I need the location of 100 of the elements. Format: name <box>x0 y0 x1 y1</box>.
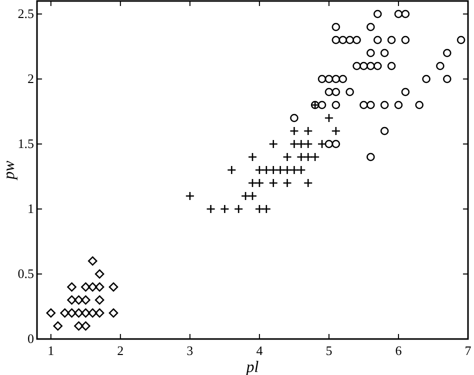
point <box>94 282 104 292</box>
y-tick-label: 0.5 <box>18 266 34 281</box>
point <box>185 191 195 201</box>
point <box>226 165 236 175</box>
point <box>346 88 354 96</box>
point <box>46 308 56 318</box>
point <box>282 152 292 162</box>
point <box>88 308 98 318</box>
point <box>282 178 292 188</box>
point <box>332 36 340 44</box>
point <box>332 22 340 32</box>
point <box>352 62 361 70</box>
point <box>290 126 299 136</box>
point <box>373 10 382 18</box>
point <box>240 191 250 201</box>
point <box>456 36 466 44</box>
point <box>401 88 410 96</box>
y-tick-label: 2 <box>28 71 34 86</box>
point <box>94 269 104 279</box>
point <box>81 308 90 318</box>
x-tick-label: 3 <box>186 343 194 358</box>
point <box>442 48 452 58</box>
x-tick-label: 1 <box>48 343 54 358</box>
point <box>373 62 382 70</box>
point <box>332 74 340 84</box>
point <box>254 178 264 188</box>
point <box>366 100 375 110</box>
point <box>254 165 264 175</box>
point <box>108 308 118 318</box>
point <box>108 282 118 292</box>
point <box>67 295 76 305</box>
point <box>360 100 368 110</box>
point <box>332 140 340 148</box>
point <box>366 48 375 58</box>
point <box>387 62 396 70</box>
point <box>248 152 258 162</box>
point <box>74 308 84 318</box>
point <box>366 22 375 32</box>
point <box>338 74 348 84</box>
point <box>88 256 98 266</box>
point <box>81 282 90 292</box>
point <box>422 74 430 84</box>
x-tick-label: 6 <box>395 343 402 358</box>
point <box>262 204 272 214</box>
point <box>338 36 348 44</box>
point <box>303 126 313 136</box>
point <box>303 152 313 162</box>
point <box>318 100 326 110</box>
point <box>324 113 334 123</box>
point <box>303 178 313 188</box>
point <box>268 178 278 188</box>
point <box>394 100 403 110</box>
point <box>415 100 424 110</box>
point <box>442 74 452 84</box>
point <box>317 139 327 149</box>
point <box>262 165 272 175</box>
x-tick-label: 7 <box>464 343 472 358</box>
point <box>332 88 340 96</box>
point <box>290 114 298 122</box>
point <box>352 36 361 44</box>
point <box>67 308 76 318</box>
point <box>360 62 368 70</box>
point <box>248 178 258 188</box>
point <box>310 152 320 162</box>
point <box>346 36 354 44</box>
point <box>248 191 258 201</box>
y-tick-label: 0 <box>28 331 34 346</box>
point <box>303 139 313 149</box>
y-axis-title: pw <box>1 160 18 180</box>
point <box>373 36 382 44</box>
point <box>331 126 341 136</box>
x-tick-label: 2 <box>117 343 124 358</box>
point <box>332 100 340 110</box>
point <box>366 152 375 162</box>
point <box>53 321 63 331</box>
point <box>67 282 76 292</box>
point <box>268 139 278 149</box>
y-tick-label: 1 <box>28 201 34 216</box>
x-tick-label: 5 <box>326 343 332 358</box>
point <box>366 62 375 70</box>
point <box>324 88 334 96</box>
y-tick-label: 2.5 <box>18 6 34 21</box>
point <box>380 126 389 136</box>
y-tick-label: 1.5 <box>18 136 34 151</box>
point <box>254 204 264 214</box>
point <box>74 321 84 331</box>
point <box>60 308 70 318</box>
point <box>94 295 104 305</box>
point <box>380 48 389 58</box>
point <box>324 74 334 84</box>
point <box>206 204 216 214</box>
point <box>220 204 230 214</box>
point <box>401 36 410 44</box>
point <box>81 295 90 305</box>
x-tick-label: 4 <box>256 343 264 358</box>
point <box>234 204 244 214</box>
point <box>394 10 403 18</box>
point <box>74 295 84 305</box>
point <box>81 321 90 331</box>
point <box>94 308 104 318</box>
